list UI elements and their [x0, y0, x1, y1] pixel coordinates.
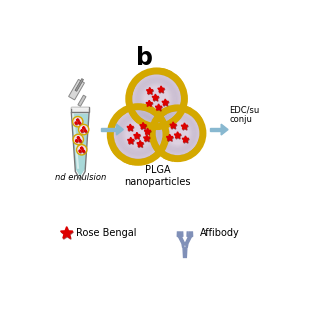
Polygon shape	[175, 133, 181, 139]
Polygon shape	[82, 150, 85, 152]
Polygon shape	[75, 139, 78, 142]
Polygon shape	[76, 119, 79, 121]
Polygon shape	[147, 88, 154, 95]
Polygon shape	[76, 140, 78, 143]
Circle shape	[114, 110, 163, 159]
Polygon shape	[147, 87, 153, 94]
Polygon shape	[79, 150, 81, 152]
Text: EDC/su: EDC/su	[229, 105, 260, 114]
Polygon shape	[155, 104, 162, 110]
Polygon shape	[147, 101, 153, 108]
Polygon shape	[144, 128, 151, 134]
Polygon shape	[181, 232, 183, 236]
Polygon shape	[189, 232, 190, 236]
Polygon shape	[116, 124, 123, 135]
Polygon shape	[187, 232, 188, 236]
Polygon shape	[163, 100, 169, 106]
Polygon shape	[134, 133, 141, 140]
Polygon shape	[128, 125, 134, 132]
Polygon shape	[77, 137, 80, 140]
Polygon shape	[134, 132, 140, 139]
Polygon shape	[143, 135, 150, 141]
Polygon shape	[60, 227, 73, 238]
Polygon shape	[127, 124, 133, 130]
Text: PLGA
nanoparticles: PLGA nanoparticles	[124, 165, 191, 187]
Polygon shape	[171, 123, 177, 129]
Text: b: b	[136, 46, 153, 70]
Polygon shape	[156, 105, 163, 111]
Polygon shape	[182, 124, 188, 130]
Polygon shape	[140, 124, 147, 130]
Polygon shape	[158, 87, 165, 93]
Polygon shape	[162, 99, 169, 105]
Polygon shape	[68, 79, 84, 100]
Text: Affibody: Affibody	[200, 228, 239, 238]
Polygon shape	[137, 140, 143, 147]
Polygon shape	[221, 124, 228, 135]
Polygon shape	[182, 136, 189, 142]
Text: conju: conju	[229, 115, 252, 124]
Polygon shape	[85, 131, 87, 133]
Polygon shape	[78, 122, 81, 124]
Polygon shape	[72, 114, 89, 176]
Polygon shape	[146, 100, 153, 107]
Polygon shape	[76, 123, 78, 125]
Polygon shape	[128, 138, 135, 144]
Polygon shape	[144, 136, 151, 142]
Polygon shape	[210, 128, 221, 132]
Polygon shape	[82, 126, 85, 129]
Circle shape	[156, 111, 200, 156]
Polygon shape	[77, 136, 80, 139]
Polygon shape	[183, 247, 187, 258]
Polygon shape	[80, 147, 83, 149]
Polygon shape	[101, 128, 116, 132]
Polygon shape	[152, 94, 159, 100]
Polygon shape	[81, 130, 83, 132]
Circle shape	[73, 134, 84, 145]
Polygon shape	[77, 120, 80, 122]
Polygon shape	[177, 232, 179, 236]
Polygon shape	[81, 131, 84, 133]
Polygon shape	[127, 137, 134, 143]
Polygon shape	[180, 232, 181, 236]
Circle shape	[132, 74, 181, 124]
Circle shape	[73, 116, 83, 127]
Polygon shape	[75, 79, 84, 91]
Polygon shape	[170, 122, 176, 128]
Polygon shape	[78, 95, 86, 106]
Polygon shape	[83, 151, 85, 153]
Polygon shape	[181, 123, 188, 129]
Text: nd emulsion: nd emulsion	[55, 173, 106, 182]
Polygon shape	[183, 137, 189, 143]
Polygon shape	[158, 86, 164, 92]
Polygon shape	[79, 140, 82, 143]
Polygon shape	[79, 139, 81, 142]
Polygon shape	[71, 107, 89, 112]
Polygon shape	[75, 122, 77, 124]
Polygon shape	[137, 141, 144, 148]
Circle shape	[78, 124, 89, 135]
Polygon shape	[61, 228, 73, 239]
Polygon shape	[185, 236, 192, 247]
Polygon shape	[174, 132, 181, 138]
Circle shape	[76, 145, 87, 155]
Polygon shape	[153, 95, 159, 101]
Polygon shape	[178, 236, 185, 247]
Polygon shape	[79, 123, 81, 125]
Polygon shape	[140, 123, 146, 129]
Polygon shape	[81, 148, 84, 150]
Polygon shape	[166, 134, 173, 140]
Polygon shape	[79, 151, 82, 153]
Text: Rose Bengal: Rose Bengal	[76, 228, 136, 238]
Polygon shape	[145, 129, 151, 135]
Polygon shape	[167, 135, 173, 141]
Polygon shape	[84, 130, 87, 132]
Polygon shape	[191, 232, 193, 236]
Polygon shape	[83, 127, 85, 130]
